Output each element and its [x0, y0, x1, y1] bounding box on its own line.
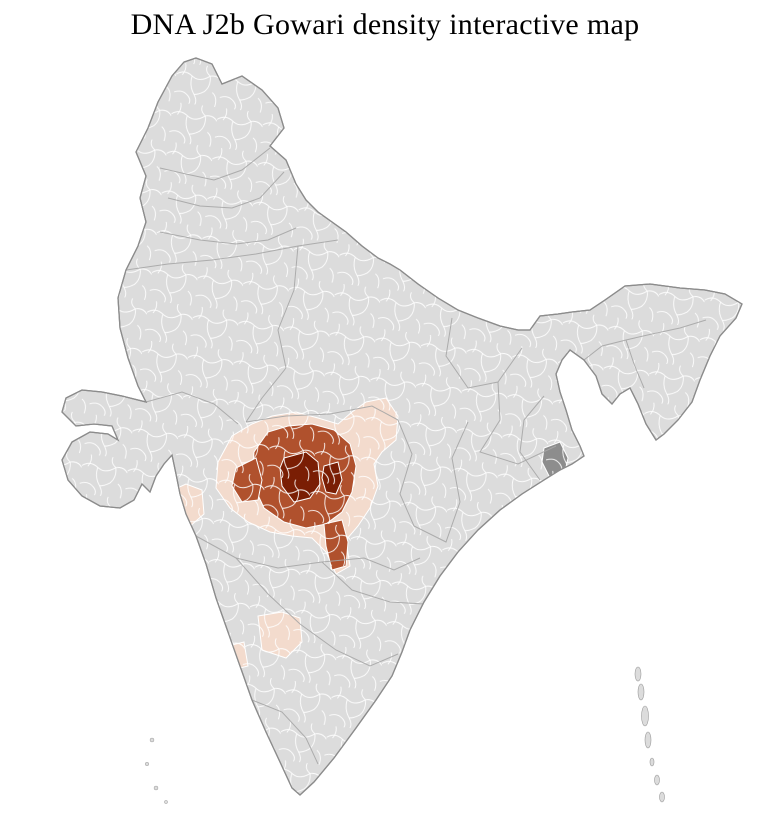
map-title: DNA J2b Gowari density interactive map — [130, 8, 640, 41]
region-low-south-small[interactable] — [227, 641, 249, 671]
andaman-islands — [634, 666, 665, 803]
lakshadweep-islands — [144, 737, 168, 804]
